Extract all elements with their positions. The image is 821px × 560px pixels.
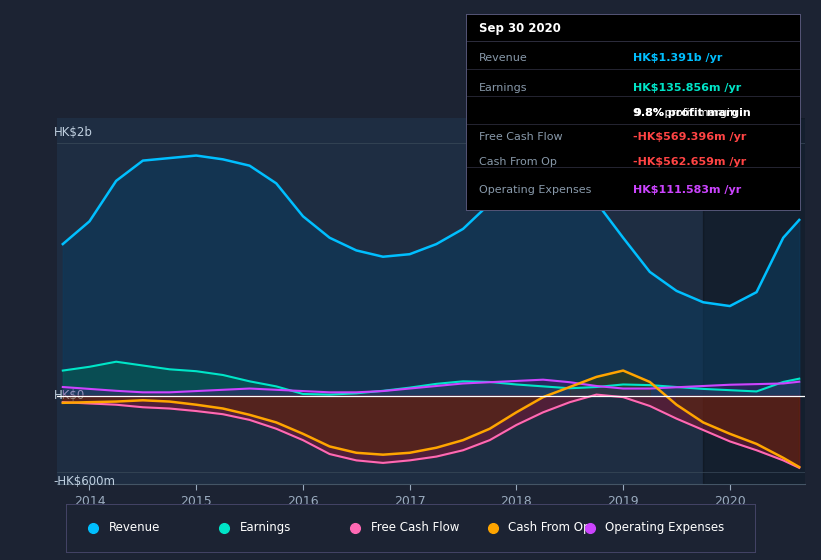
Text: 9.8%: 9.8% [633, 108, 664, 118]
Text: Revenue: Revenue [108, 521, 160, 534]
Text: Cash From Op: Cash From Op [479, 157, 557, 167]
Text: Free Cash Flow: Free Cash Flow [479, 132, 562, 142]
Text: Operating Expenses: Operating Expenses [479, 185, 591, 194]
Text: Earnings: Earnings [240, 521, 291, 534]
Text: HK$0: HK$0 [53, 389, 85, 403]
Text: -HK$562.659m /yr: -HK$562.659m /yr [633, 157, 746, 167]
Text: -HK$569.396m /yr: -HK$569.396m /yr [633, 132, 746, 142]
Text: HK$111.583m /yr: HK$111.583m /yr [633, 185, 741, 194]
Text: 9.8% profit margin: 9.8% profit margin [633, 108, 750, 118]
Text: -HK$600m: -HK$600m [53, 475, 116, 488]
Text: Earnings: Earnings [479, 83, 527, 92]
Text: HK$135.856m /yr: HK$135.856m /yr [633, 83, 741, 92]
Text: HK$1.391b /yr: HK$1.391b /yr [633, 53, 722, 63]
Text: HK$2b: HK$2b [53, 126, 93, 139]
Text: Revenue: Revenue [479, 53, 528, 63]
Text: Sep 30 2020: Sep 30 2020 [479, 22, 561, 35]
Text: profit margin: profit margin [662, 108, 737, 118]
Text: Cash From Op: Cash From Op [508, 521, 591, 534]
Text: Free Cash Flow: Free Cash Flow [370, 521, 459, 534]
Text: Operating Expenses: Operating Expenses [605, 521, 724, 534]
Bar [703, 118, 820, 484]
